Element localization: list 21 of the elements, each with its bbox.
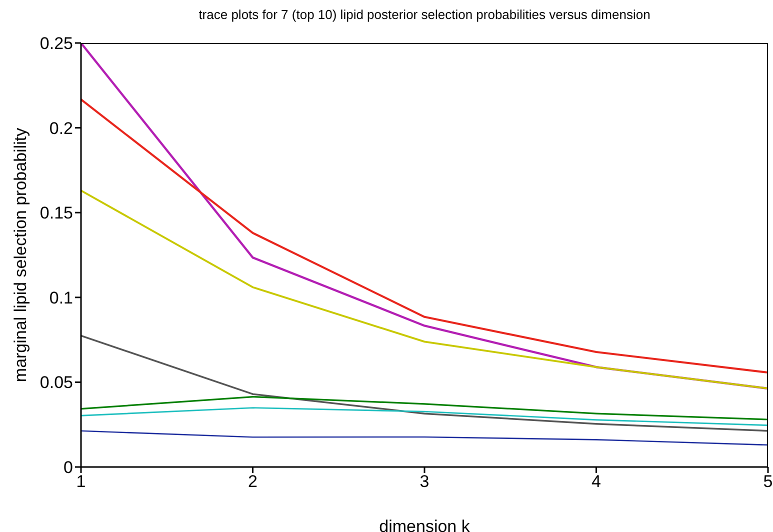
chart-title: trace plots for 7 (top 10) lipid posterior selection probabilities versus dimension xyxy=(198,7,652,22)
y-tick-label: 0 xyxy=(64,458,73,478)
line-series xyxy=(81,407,768,426)
y-axis-title: marginal lipid selection probability xyxy=(11,127,30,382)
x-axis-title: dimension k xyxy=(379,517,470,532)
y-tick-label: 0.15 xyxy=(40,204,73,223)
y-tick-label: 0.25 xyxy=(40,34,73,54)
x-tick-label: 2 xyxy=(248,472,258,492)
y-tick-label: 0.2 xyxy=(49,118,73,138)
line-series xyxy=(81,43,768,390)
y-tick-label: 0.1 xyxy=(49,288,73,308)
x-tick-label: 4 xyxy=(592,472,601,492)
line-series xyxy=(81,430,768,446)
y-tick-label: 0.05 xyxy=(40,373,73,392)
x-tick-label: 1 xyxy=(76,472,86,492)
line-series xyxy=(81,334,768,432)
line-series xyxy=(81,190,768,390)
line-series xyxy=(81,396,768,420)
line-series xyxy=(81,98,768,374)
x-tick-label: 3 xyxy=(420,472,430,492)
x-tick-label: 5 xyxy=(763,472,773,492)
